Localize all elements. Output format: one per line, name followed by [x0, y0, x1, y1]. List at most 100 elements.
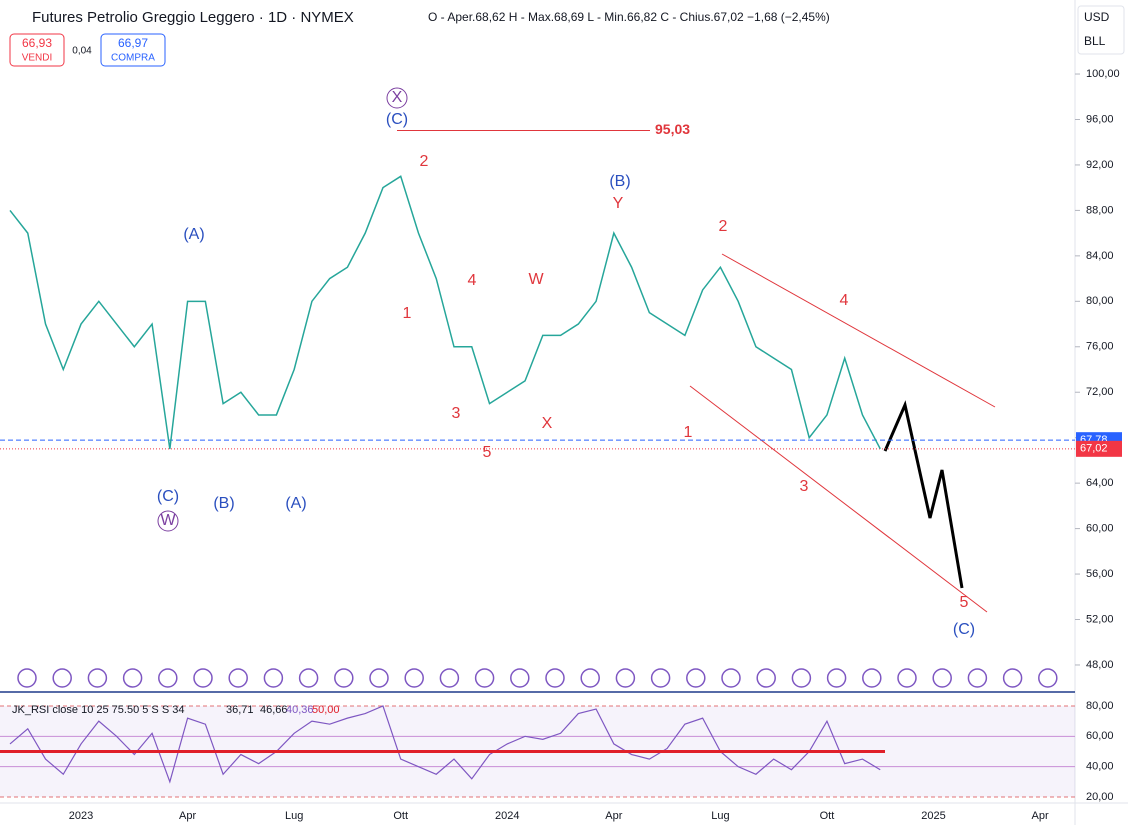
wave-label: (C) — [953, 621, 975, 638]
x-tick-label: 2024 — [495, 810, 519, 822]
y-tick-label: 56,00 — [1086, 568, 1114, 580]
rsi-reading: 46,66 — [260, 704, 288, 716]
price-tag-label: 67,02 — [1080, 443, 1108, 455]
event-icon — [791, 668, 812, 688]
x-tick-label: 2025 — [921, 810, 945, 822]
y-tick-label: 88,00 — [1086, 204, 1114, 216]
buy-label: COMPRA — [111, 53, 155, 64]
wave-label: (C) — [157, 488, 179, 505]
x-tick-label: Ott — [820, 810, 835, 822]
currency-box[interactable] — [1077, 5, 1125, 55]
x-tick-label: 2023 — [69, 810, 93, 822]
event-icon — [545, 668, 565, 688]
forecast-path — [883, 400, 964, 589]
sell-button[interactable] — [9, 33, 65, 67]
wave-label: (C) — [386, 111, 408, 128]
wave-label: W — [160, 512, 176, 529]
spread: 0,04 — [72, 46, 92, 57]
y-tick-label: 52,00 — [1086, 613, 1114, 625]
event-icon — [298, 668, 319, 688]
level-label: 95,03 — [655, 121, 690, 137]
rsi-title: JK_RSI close 10 25 75.50 5 S S 34 — [12, 704, 184, 716]
rsi-reading: 36,71 — [226, 704, 254, 716]
y-tick-label: 60,00 — [1086, 523, 1114, 535]
ohlc: O - Aper.68,62 H - Max.68,69 L - Min.66,… — [428, 10, 830, 24]
wave-label: (A) — [183, 226, 204, 243]
unit: BLL — [1084, 34, 1106, 48]
event-icon — [369, 668, 389, 688]
event-icon — [932, 668, 952, 688]
event-icon — [1038, 668, 1058, 688]
event-icon — [686, 668, 706, 688]
wave-label: 3 — [800, 478, 809, 495]
wave-label: W — [528, 271, 544, 288]
x-tick-label: Apr — [1032, 810, 1049, 822]
wave-label: 5 — [960, 594, 969, 611]
x-tick-label: Apr — [605, 810, 622, 822]
y-tick-label: 80,00 — [1086, 295, 1114, 307]
rsi-reading: 40,36 — [286, 704, 314, 716]
sell-price: 66,93 — [22, 36, 52, 50]
y-tick-label: 84,00 — [1086, 250, 1114, 262]
wave-label: 3 — [452, 405, 461, 422]
wave-label: 4 — [840, 292, 849, 309]
buy-price: 66,97 — [118, 36, 148, 50]
channel-line — [689, 385, 988, 613]
rsi-reading: 50,00 — [312, 704, 340, 716]
event-icon — [52, 668, 72, 688]
event-icon — [862, 668, 882, 688]
price-line-series — [9, 175, 881, 450]
event-icon — [510, 668, 530, 688]
wave-label: 2 — [420, 153, 429, 170]
event-icon — [474, 668, 495, 688]
y-tick-label: 92,00 — [1086, 159, 1114, 171]
x-tick-label: Apr — [179, 810, 196, 822]
event-icon — [897, 668, 917, 688]
y-tick-label: 64,00 — [1086, 477, 1114, 489]
event-icon — [193, 668, 213, 688]
buy-button[interactable] — [100, 33, 166, 67]
y-tick-label: 72,00 — [1086, 386, 1114, 398]
x-tick-label: Lug — [285, 810, 303, 822]
event-icon — [756, 668, 776, 688]
wave-label: Y — [613, 195, 624, 212]
event-icon — [263, 668, 284, 688]
event-icon — [650, 668, 671, 688]
wave-label: (B) — [609, 173, 630, 190]
wave-label: 1 — [684, 424, 693, 441]
event-icon — [87, 668, 108, 688]
rsi-tick-label: 60,00 — [1086, 730, 1114, 742]
y-tick-label: 76,00 — [1086, 341, 1114, 353]
wave-label: 2 — [719, 218, 728, 235]
y-tick-label: 48,00 — [1086, 659, 1114, 671]
channel-line — [721, 253, 996, 408]
chart-title: Futures Petrolio Greggio Leggero · 1D · … — [32, 9, 354, 26]
event-icon — [615, 668, 636, 688]
x-tick-label: Ott — [393, 810, 408, 822]
wave-label: (A) — [285, 495, 306, 512]
x-tick-label: Lug — [711, 810, 729, 822]
rsi-line — [9, 705, 881, 784]
event-icon — [228, 668, 248, 688]
event-icon — [1002, 668, 1023, 688]
wave-circle — [157, 510, 179, 532]
currency: USD — [1084, 10, 1110, 24]
y-tick-label: 96,00 — [1086, 113, 1114, 125]
event-icon — [122, 668, 143, 688]
wave-circle — [386, 87, 408, 109]
wave-label: X — [392, 89, 403, 106]
wave-label: (B) — [213, 495, 234, 512]
event-icon — [404, 668, 424, 688]
event-icon — [158, 668, 178, 688]
event-icon — [17, 668, 37, 688]
rsi-tick-label: 40,00 — [1086, 761, 1114, 773]
rsi-tick-label: 80,00 — [1086, 700, 1114, 712]
wave-label: 1 — [403, 305, 412, 322]
event-icon — [334, 668, 354, 688]
event-icon — [439, 668, 460, 688]
event-icon — [721, 668, 741, 688]
event-icon — [967, 668, 988, 688]
